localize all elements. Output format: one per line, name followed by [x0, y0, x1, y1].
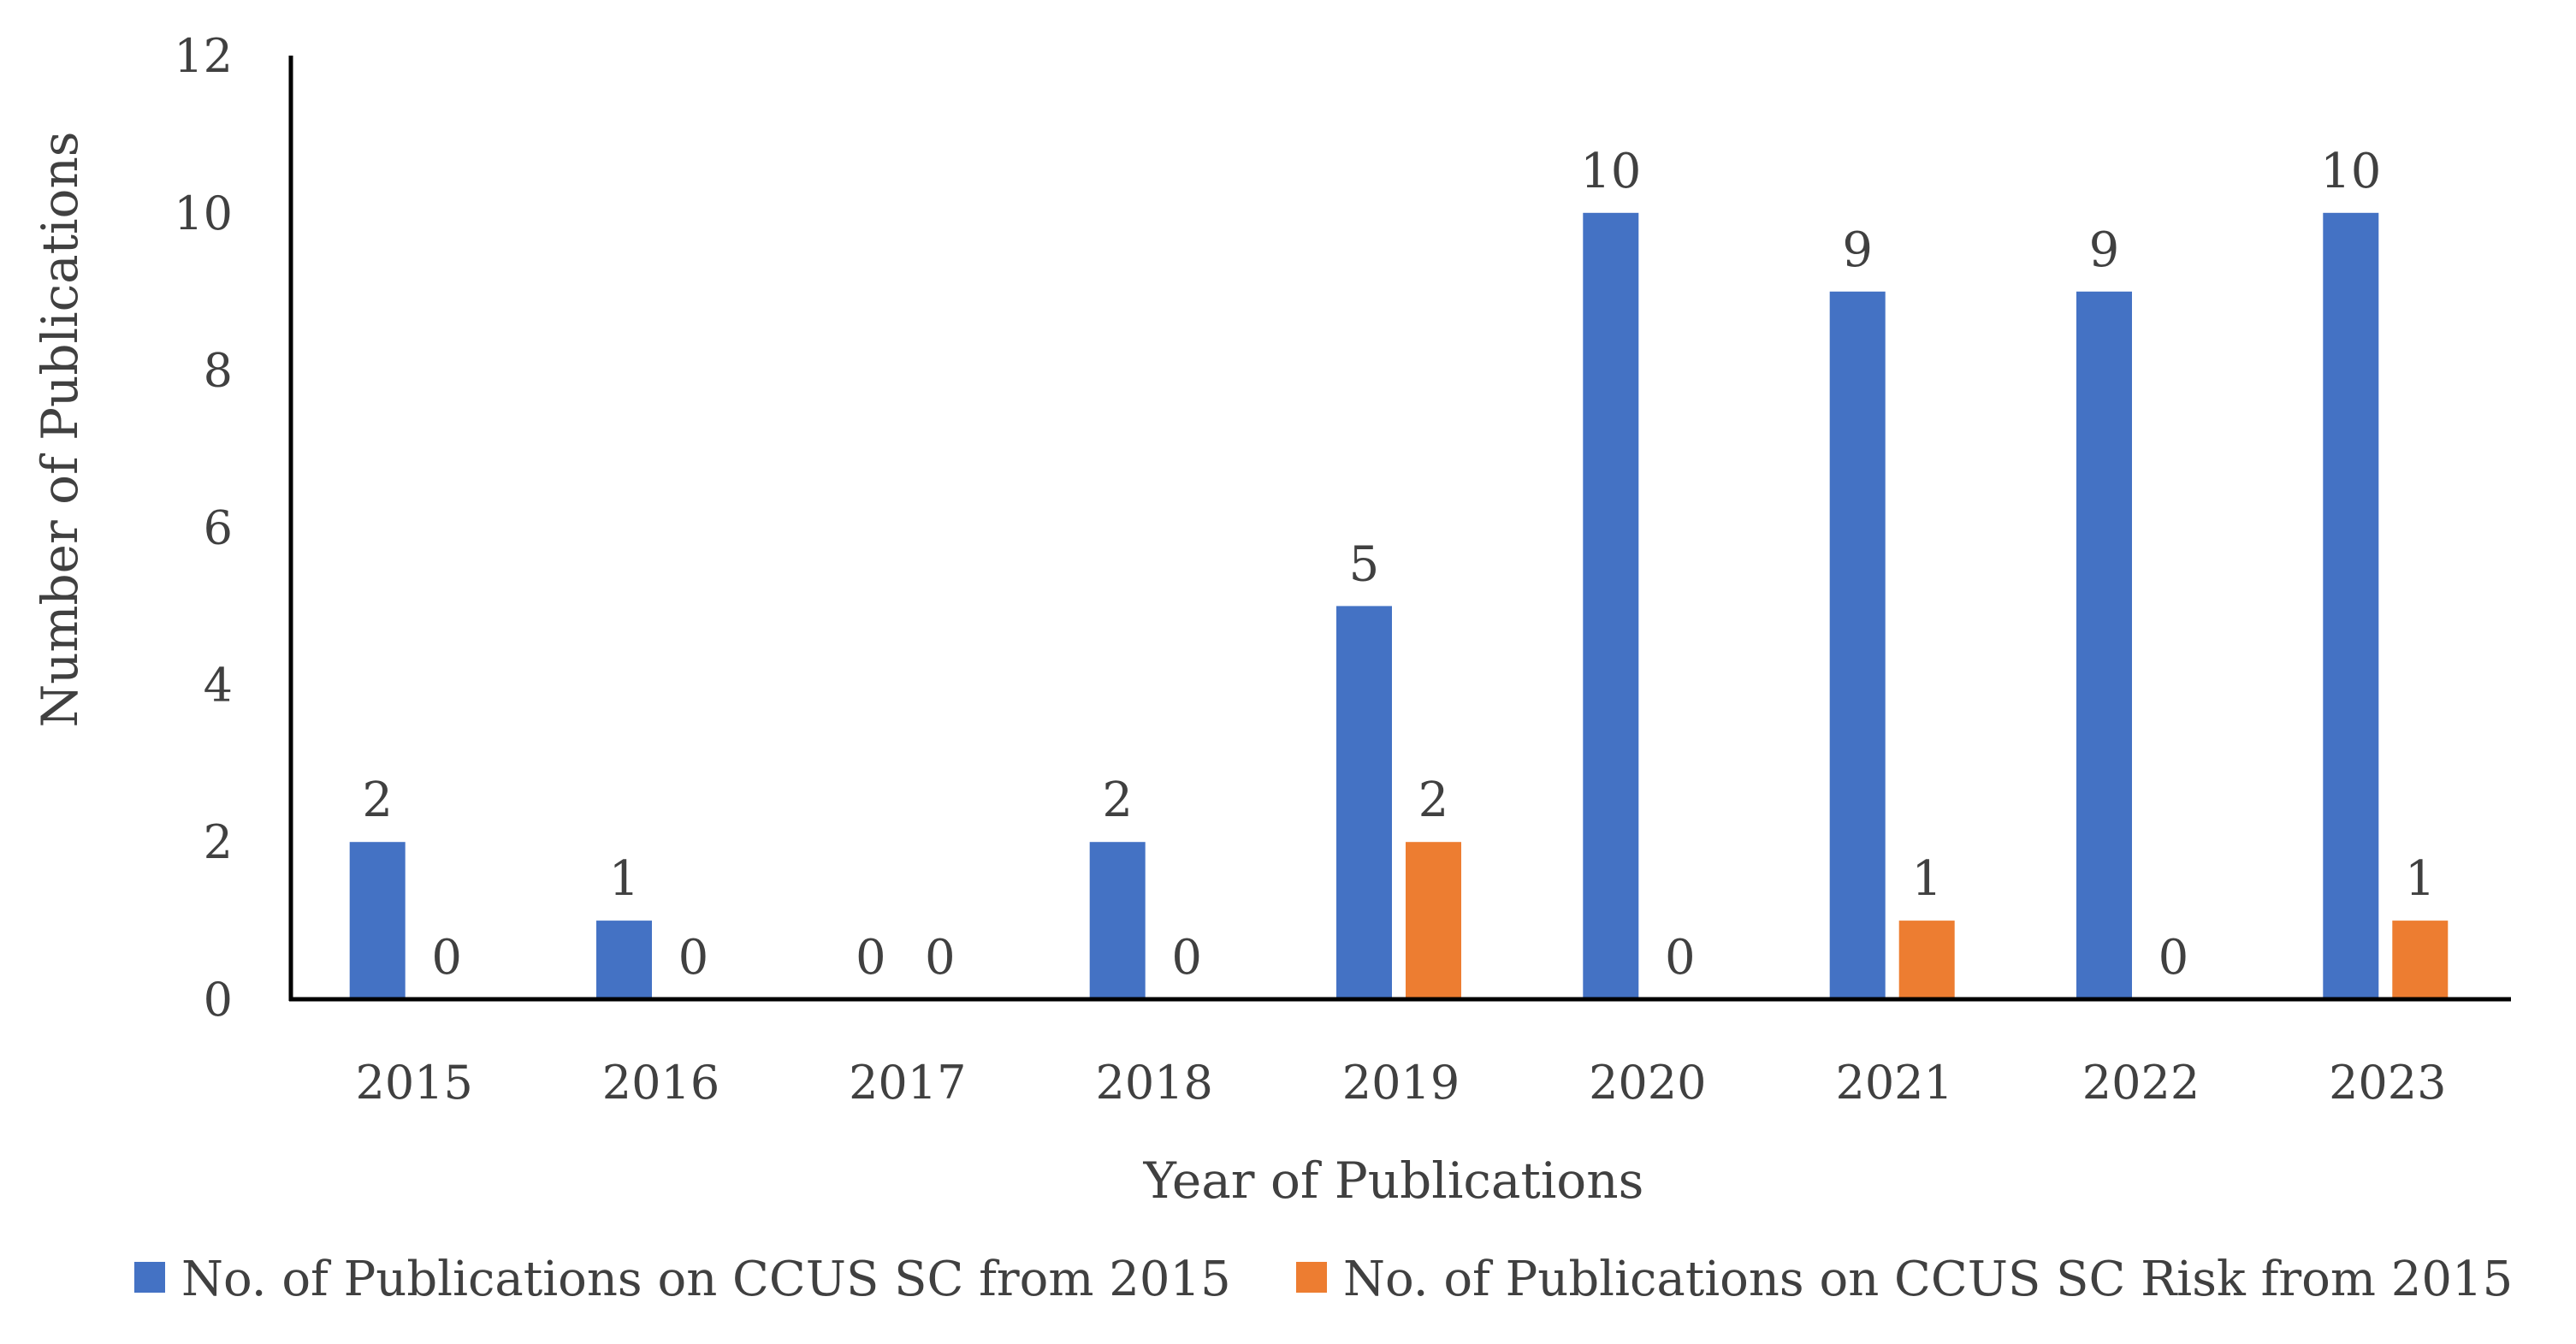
bar-series-1-2022	[2076, 291, 2132, 1000]
bar-series-1-2019	[1336, 606, 1392, 999]
x-axis-title: Year of Publications	[1143, 1152, 1644, 1210]
legend: No. of Publications on CCUS SC from 2015…	[134, 1252, 2513, 1307]
bar-series-2-2021	[1898, 921, 1955, 999]
data-label-series-1-2017: 0	[856, 930, 886, 986]
data-label-series-2-2017: 0	[925, 930, 956, 986]
x-tick-label-2022: 2022	[2082, 1056, 2200, 1110]
y-tick-label-10: 10	[174, 187, 233, 240]
x-tick-label-2019: 2019	[1342, 1056, 1460, 1110]
data-label-series-2-2019: 2	[1418, 773, 1449, 828]
x-tick-label-2023: 2023	[2329, 1056, 2446, 1110]
bar-series-1-2018	[1089, 842, 1146, 999]
bar-series-1-2023	[2323, 212, 2379, 1000]
axes-layer	[288, 56, 2511, 1002]
legend-label-series-1: No. of Publications on CCUS SC from 2015	[181, 1252, 1231, 1307]
y-tick-label-8: 8	[204, 344, 233, 398]
bar-series-2-2023	[2392, 921, 2449, 999]
data-label-series-2-2021: 1	[1911, 851, 1942, 907]
data-label-series-1-2016: 1	[609, 851, 640, 907]
legend-swatch-series-1	[134, 1262, 165, 1293]
data-label-series-1-2015: 2	[362, 773, 393, 828]
data-label-series-1-2019: 5	[1349, 536, 1380, 592]
data-label-series-1-2018: 2	[1102, 773, 1133, 828]
bar-series-1-2015	[349, 842, 406, 999]
x-tick-label-2017: 2017	[849, 1056, 966, 1110]
x-tick-label-2020: 2020	[1589, 1056, 1706, 1110]
data-label-series-2-2020: 0	[1665, 930, 1696, 986]
y-tick-label-4: 4	[204, 658, 233, 712]
x-tick-label-2021: 2021	[1835, 1056, 1952, 1110]
bars-layer	[349, 212, 2449, 1000]
y-tick-label-12: 12	[174, 29, 233, 83]
data-label-series-2-2018: 0	[1171, 930, 1202, 986]
bar-series-1-2021	[1829, 291, 1886, 1000]
legend-swatch-series-2	[1296, 1262, 1327, 1293]
y-tick-label-6: 6	[204, 501, 233, 555]
y-tick-label-0: 0	[204, 973, 233, 1027]
x-tick-label-2016: 2016	[602, 1056, 720, 1110]
data-label-series-1-2021: 9	[1842, 222, 1873, 278]
bar-series-2-2019	[1406, 842, 1461, 999]
data-label-series-2-2022: 0	[2159, 930, 2189, 986]
data-label-series-2-2023: 1	[2405, 851, 2436, 907]
bar-series-1-2020	[1583, 212, 1639, 1000]
data-label-series-1-2023: 10	[2320, 144, 2381, 199]
data-label-series-2-2015: 0	[431, 930, 462, 986]
data-label-series-2-2016: 0	[678, 930, 709, 986]
bar-series-1-2016	[596, 921, 652, 999]
data-label-series-1-2020: 10	[1580, 144, 1641, 199]
data-label-series-1-2022: 9	[2089, 222, 2120, 278]
legend-label-series-2: No. of Publications on CCUS SC Risk from…	[1343, 1252, 2513, 1307]
y-tick-label-2: 2	[204, 815, 233, 869]
x-tick-label-2015: 2015	[355, 1056, 472, 1110]
x-tick-label-2018: 2018	[1095, 1056, 1212, 1110]
y-axis-title: Number of Publications	[31, 131, 89, 727]
